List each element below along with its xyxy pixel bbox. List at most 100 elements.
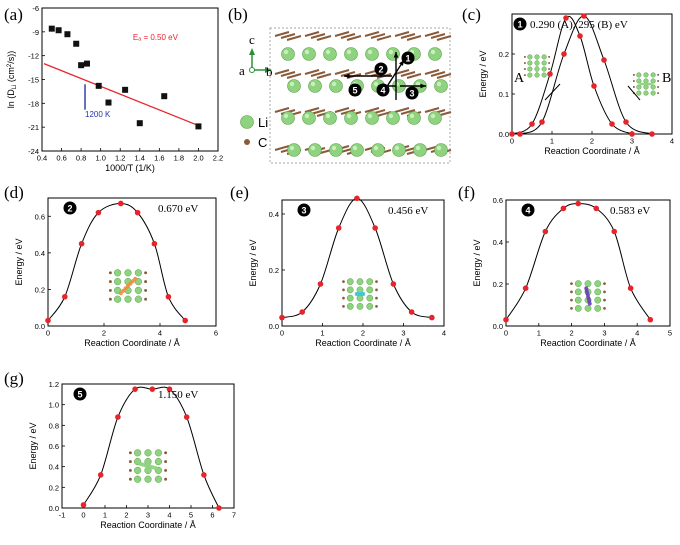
barrier-title: 1.150 eV — [158, 389, 198, 401]
path-badge-number: 2 — [67, 204, 72, 214]
data-point — [118, 200, 124, 207]
legend-c-marker — [244, 139, 250, 145]
c-chain — [274, 145, 290, 151]
data-point — [78, 62, 85, 69]
c-atom — [570, 298, 573, 302]
data-point — [561, 51, 567, 57]
li-sphere — [281, 111, 295, 125]
x-tick-label: 6 — [210, 511, 214, 520]
data-point — [563, 15, 569, 21]
data-point — [122, 86, 129, 93]
path-badge — [376, 83, 390, 97]
y-tick-label: 0.4 — [49, 463, 59, 472]
path-badge — [297, 203, 311, 217]
path-badge-number: 2 — [378, 65, 383, 75]
data-point — [201, 472, 207, 478]
data-point — [517, 131, 523, 137]
x-tick-label: 2 — [590, 137, 594, 146]
y-tick-label: -6 — [32, 4, 39, 13]
li-highlight — [310, 145, 316, 151]
chart-c: 0 1 2 3 4 0.0 0.1 0.2 Reaction Coordinate / Å Ene… — [478, 13, 674, 156]
x-tick-label: 2.0 — [193, 154, 203, 163]
x-tick-label: 2 — [570, 329, 574, 338]
path-badge-number: 5 — [352, 86, 357, 96]
y-tick-label: 0.2 — [499, 50, 509, 59]
x-axis-label: Reaction Coordinate / Å — [315, 338, 411, 348]
c-chain — [430, 71, 446, 77]
c-chain — [364, 31, 380, 37]
li-highlight — [367, 49, 373, 55]
data-point — [542, 228, 549, 235]
data-point — [45, 317, 51, 324]
data-point — [522, 285, 529, 292]
li-highlight — [331, 145, 337, 151]
c-atom — [603, 298, 606, 302]
x-tick-label: 1 — [537, 329, 541, 338]
c-chain — [376, 35, 392, 41]
y-tick-label: 0.0 — [49, 504, 59, 513]
y-axis-label: Energy / eV — [248, 239, 258, 286]
c-atom — [164, 460, 168, 464]
y-tick-label: -24 — [28, 147, 39, 156]
y-axis-label: Energy / eV — [472, 239, 482, 286]
y-axis-label: Energy / eV — [14, 238, 24, 285]
data-point — [216, 505, 222, 511]
energy-curve — [83, 386, 220, 509]
axis-label-a: a — [239, 63, 245, 78]
barrier-title: 0.290 (A), 295 (B) eV — [530, 19, 628, 31]
c-chain — [280, 71, 296, 77]
cell-boundary — [269, 27, 451, 164]
path-badge — [521, 203, 535, 217]
data-point — [581, 13, 587, 19]
fit-line — [43, 63, 199, 127]
li-sphere — [407, 111, 421, 125]
li-highlight — [367, 113, 373, 119]
data-point — [372, 225, 378, 231]
barrier-title: 0.456 eV — [388, 205, 428, 217]
path-badge-number: 4 — [525, 206, 530, 216]
chart-a: 0.4 0.6 0.8 1.0 1.2 1.4 1.6 1.8 2.0 2.2 -24 -21 -18 -… — [6, 4, 223, 173]
x-tick-label: 4 — [158, 329, 162, 338]
c-atom — [523, 55, 526, 58]
c-atom — [342, 296, 345, 300]
data-point — [539, 119, 545, 125]
y-tick-label: 1.2 — [49, 380, 59, 389]
path-badge-number: 4 — [380, 86, 385, 96]
li-atom — [154, 475, 163, 483]
data-point — [80, 502, 87, 508]
data-point — [134, 209, 141, 216]
li-sphere — [329, 143, 343, 157]
data-point — [78, 240, 85, 247]
y-tick-label: 1.0 — [49, 401, 59, 410]
c-chain — [334, 69, 350, 75]
c-chain — [274, 31, 290, 37]
li-atom — [584, 280, 592, 288]
c-atom — [523, 74, 526, 77]
li-sphere — [281, 47, 295, 61]
c-atom — [548, 68, 551, 71]
c-chain — [310, 71, 326, 77]
c-atom — [375, 296, 378, 300]
path-label: A — [514, 71, 525, 86]
x-tick-label: 4 — [167, 511, 171, 520]
x-tick-label: 0 — [510, 137, 514, 146]
x-tick-label: 0.4 — [37, 154, 47, 163]
label-arrow — [544, 83, 561, 101]
li-atom — [574, 304, 582, 312]
x-axis-label: Reaction Coordinate / Å — [100, 520, 196, 530]
y-tick-label: 0.2 — [35, 285, 45, 294]
c-chain — [370, 33, 386, 39]
c-chain — [406, 35, 422, 41]
li-atom — [643, 72, 649, 78]
c-chain — [346, 35, 362, 41]
c-atom — [570, 307, 573, 310]
data-point — [73, 40, 80, 47]
li-atom — [113, 295, 122, 303]
c-atom — [342, 280, 345, 283]
li-sphere — [302, 111, 316, 125]
data-point — [279, 314, 285, 321]
migration-path-atom — [535, 69, 539, 73]
li-atom — [346, 294, 354, 302]
li-highlight — [304, 113, 310, 119]
